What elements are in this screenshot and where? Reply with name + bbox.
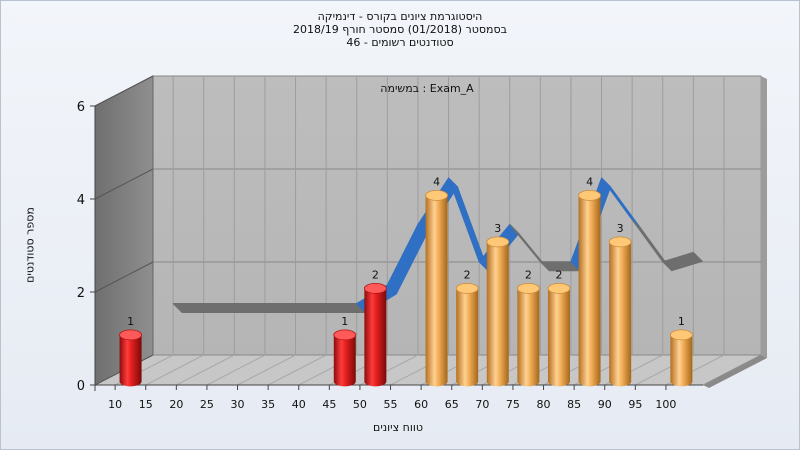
bar-value-label: 1: [678, 315, 685, 328]
chart-subtitle: במשימה : Exam_A: [380, 82, 474, 95]
y-tick-label: 6: [77, 100, 85, 115]
x-tick-label: 25: [200, 398, 214, 411]
y-tick-label: 4: [77, 193, 85, 208]
bar-top: [578, 189, 601, 201]
bar-top: [455, 282, 479, 294]
bar: [517, 288, 540, 387]
chart-title-line-2: בסמסטר (01/2018) סמסטר חורף 2018/19: [293, 23, 507, 36]
x-tick-label: 45: [322, 398, 336, 411]
bar: [456, 288, 479, 387]
bar-top: [608, 236, 632, 248]
bar: [425, 195, 448, 387]
grid-line-left: [94, 75, 154, 107]
bar: [364, 288, 387, 387]
grid-line-floor: [176, 354, 235, 386]
bar: [670, 334, 693, 387]
bar-top: [425, 189, 448, 201]
bar-value-label: 3: [494, 222, 501, 235]
x-tick-label: 100: [655, 398, 676, 411]
bar-value-label: 1: [127, 315, 134, 328]
floor-edge: [703, 355, 767, 388]
x-tick-label: 20: [169, 398, 183, 411]
x-tick-label: 85: [567, 398, 581, 411]
chart-title-line-3: סטודנטים רשומים - 46: [346, 36, 454, 49]
x-tick-label: 95: [628, 398, 642, 411]
x-tick-label: 55: [384, 398, 398, 411]
bar-value-label: 1: [341, 315, 348, 328]
line-series-segment: [662, 251, 703, 272]
x-tick-label: 65: [445, 398, 459, 411]
x-tick-label: 40: [292, 398, 306, 411]
bar: [486, 241, 509, 387]
x-tick-label: 30: [231, 398, 245, 411]
chart-title-block: היסטוגרמת ציונים בקורס - דינמיקה בסמסטר …: [0, 10, 800, 49]
x-tick-label: 10: [108, 398, 122, 411]
bar: [333, 334, 356, 387]
x-tick-label: 70: [475, 398, 489, 411]
x-tick-label: 15: [139, 398, 153, 411]
y-tick-label: 0: [77, 379, 85, 394]
bar-top: [547, 282, 571, 294]
bar-top: [516, 282, 540, 294]
x-axis-label: טווח ציונים: [373, 421, 423, 434]
grid-line-left: [94, 168, 154, 200]
bar-value-label: 2: [464, 268, 471, 281]
bar-top: [669, 329, 693, 341]
x-tick-label: 50: [353, 398, 367, 411]
grid-line-left: [94, 261, 154, 293]
bar-value-label: 3: [617, 222, 624, 235]
bar-top: [363, 282, 387, 294]
x-tick-label: 80: [537, 398, 551, 411]
bar: [578, 195, 601, 387]
x-tick-label: 35: [261, 398, 275, 411]
grid-line-floor: [145, 354, 204, 386]
bar-value-label: 2: [372, 268, 379, 281]
bar-top: [486, 236, 510, 248]
x-tick-label: 90: [598, 398, 612, 411]
bar: [119, 334, 142, 387]
grid-line-floor: [237, 354, 296, 386]
grid-line-floor: [267, 354, 327, 386]
y-tick-label: 2: [77, 286, 85, 301]
bar-value-label: 2: [555, 268, 562, 281]
bar-value-label: 4: [433, 175, 440, 188]
bar: [547, 288, 570, 387]
bar-value-label: 4: [586, 175, 593, 188]
bar-top: [333, 329, 357, 341]
x-tick-label: 60: [414, 398, 428, 411]
x-tick-label: 75: [506, 398, 520, 411]
chart-title-line-1: היסטוגרמת ציונים בקורס - דינמיקה: [317, 10, 483, 23]
bar-value-label: 2: [525, 268, 532, 281]
bar-top: [119, 329, 142, 341]
bar: [609, 241, 632, 387]
right-edge: [761, 76, 767, 358]
grid-line-floor: [206, 354, 266, 386]
